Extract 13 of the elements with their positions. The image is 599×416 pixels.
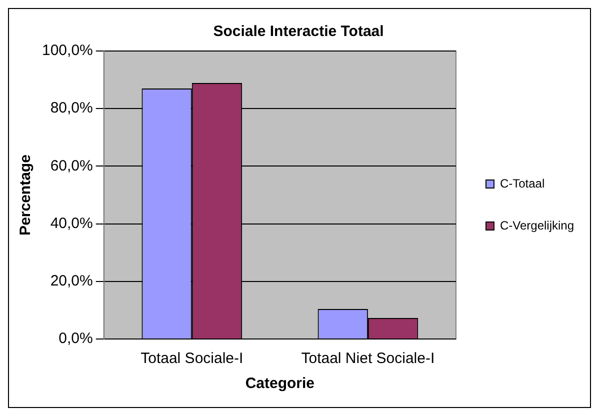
y-tick-label: 100,0%	[42, 42, 93, 60]
y-tick-label: 20,0%	[50, 272, 93, 290]
chart-title: Sociale Interactie Totaal	[213, 23, 384, 40]
x-tick-label: Totaal Niet Sociale-I	[301, 350, 435, 368]
y-tick-label: 40,0%	[50, 214, 93, 232]
legend-label: C-Totaal	[500, 176, 545, 190]
y-axis-title: Percentage	[17, 154, 34, 236]
x-axis-title: Categorie	[245, 375, 315, 392]
y-tick-label: 60,0%	[50, 157, 93, 174]
y-tick-label: 80,0%	[50, 100, 93, 117]
legend-label: C-Vergelijking	[500, 218, 574, 232]
y-tick-label: 0,0%	[58, 330, 93, 348]
x-tick-label: Totaal Sociale-I	[140, 350, 244, 368]
